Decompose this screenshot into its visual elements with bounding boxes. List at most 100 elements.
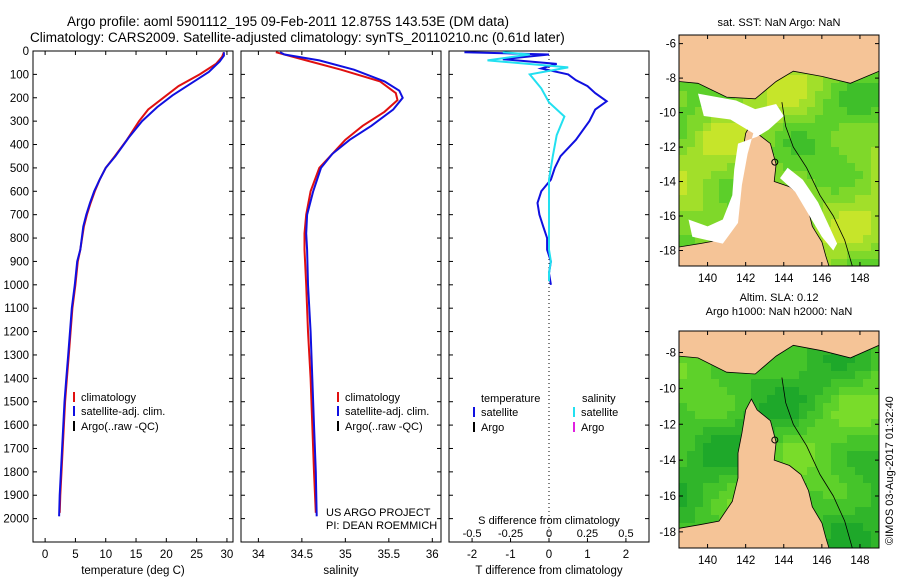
ocean-cell [799,131,807,139]
ocean-cell [863,515,871,523]
ocean-cell [799,395,807,403]
y-tick-label: 400 [10,140,29,152]
ocean-cell [687,155,695,163]
ocean-cell [831,427,839,435]
figure-title: Argo profile: aoml 5901112_195 09-Feb-20… [67,14,510,29]
ocean-cell [687,411,695,419]
ocean-cell [855,411,863,419]
x-tick-label: 30 [221,549,234,561]
ocean-cell [863,435,871,443]
ocean-cell [719,371,727,379]
ocean-cell [839,419,847,427]
ocean-cell [839,515,847,523]
ocean-cell [823,419,831,427]
ocean-cell [815,507,823,515]
ocean-cell [703,403,711,411]
ocean-cell [847,155,855,163]
ocean-cell [711,475,719,483]
ocean-cell [799,347,807,355]
ocean-cell [775,403,783,411]
ocean-cell [679,467,687,475]
ocean-cell [775,395,783,403]
ocean-cell [727,139,735,147]
ocean-cell [687,419,695,427]
ocean-cell [847,91,855,99]
ocean-cell [695,147,703,155]
ocean-cell [855,451,863,459]
ocean-cell [807,387,815,395]
ocean-cell [871,411,879,419]
ocean-cell [871,395,879,403]
ocean-cell [839,251,847,259]
ocean-cell [799,123,807,131]
isobath-line [781,377,853,548]
ocean-cell [775,371,783,379]
ocean-cell [727,371,735,379]
ocean-cell [847,499,855,507]
ocean-cell [687,171,695,179]
ocean-cell [871,243,879,251]
ocean-cell [855,251,863,259]
ocean-cell [783,155,791,163]
ocean-cell [703,451,711,459]
ocean-cell [679,451,687,459]
x-tick-label: 2 [623,549,629,561]
ocean-cell [711,371,719,379]
ocean-cell [863,243,871,251]
ocean-cell [823,203,831,211]
ocean-cell [847,523,855,531]
ocean-cell [823,171,831,179]
ocean-cell [703,363,711,371]
ocean-cell [831,443,839,451]
ocean-cell [871,523,879,531]
ocean-cell [863,235,871,243]
ocean-cell [871,195,879,203]
ocean-cell [831,251,839,259]
ocean-cell [783,75,791,83]
ocean-cell [831,531,839,539]
ocean-cell [735,411,743,419]
ocean-cell [847,443,855,451]
ocean-cell [863,451,871,459]
ocean-cell [743,99,751,107]
ocean-cell [711,435,719,443]
ocean-cell [807,147,815,155]
ocean-cell [703,499,711,507]
ocean-cell [855,379,863,387]
ocean-cell [855,259,863,266]
ocean-cell [703,171,711,179]
ocean-cell [871,99,879,107]
ocean-cell [703,459,711,467]
ocean-cell [775,427,783,435]
ocean-cell [831,171,839,179]
ocean-cell [775,91,783,99]
ocean-cell [863,123,871,131]
ocean-cell [863,147,871,155]
ocean-cell [799,371,807,379]
y-tick-label: 700 [10,210,29,222]
x-tick-label: 36 [426,549,439,561]
ocean-cell [791,363,799,371]
ocean-cell [871,491,879,499]
ocean-cell [783,115,791,123]
ocean-cell [831,83,839,91]
ocean-cell [783,459,791,467]
x-tick-label: 20 [160,549,173,561]
ocean-cell [871,163,879,171]
ocean-cell [679,147,687,155]
ocean-cell [679,379,687,387]
y-tick-label: -18 [659,527,676,539]
ocean-cell [863,411,871,419]
ocean-cell [823,355,831,363]
ocean-cell [703,491,711,499]
ocean-cell [711,211,719,219]
ocean-cell [815,403,823,411]
ocean-cell [695,131,703,139]
ocean-cell [711,411,719,419]
ocean-cell [863,75,871,83]
ocean-cell [687,123,695,131]
ocean-cell [695,411,703,419]
ocean-cell [687,91,695,99]
ocean-cell [871,363,879,371]
ocean-cell [815,155,823,163]
